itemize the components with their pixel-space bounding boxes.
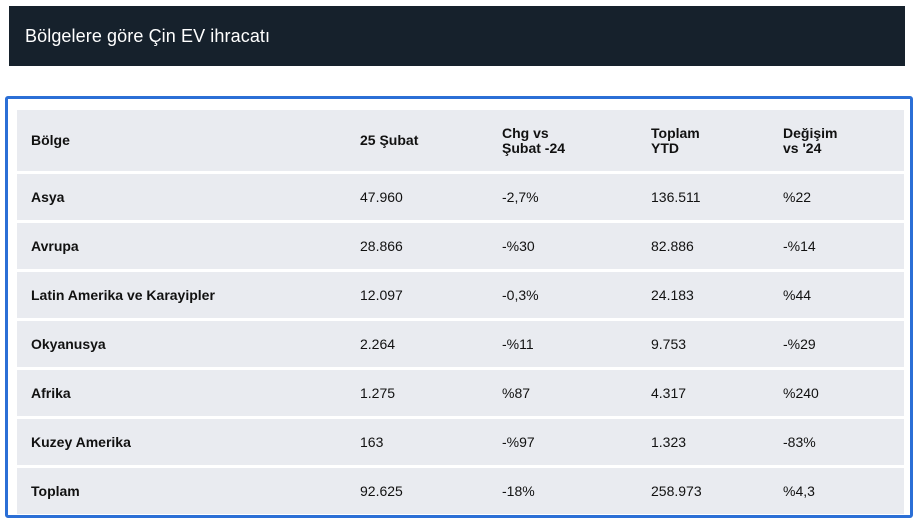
change-vs-feb-24-cell: -%97 <box>488 419 637 465</box>
total-ytd-cell: 82.886 <box>637 223 769 269</box>
region-cell: Okyanusya <box>17 321 346 367</box>
column-header-line: Şubat -24 <box>502 139 566 156</box>
table-row: Avrupa 28.866 -%30 82.886 -%14 <box>17 223 904 269</box>
change-vs-24-cell: %240 <box>769 370 904 416</box>
column-header-line: Toplam <box>651 124 700 141</box>
total-ytd-cell: 9.753 <box>637 321 769 367</box>
table-row: Kuzey Amerika 163 -%97 1.323 -83% <box>17 419 904 465</box>
region-cell: Afrika <box>17 370 346 416</box>
column-header-line: vs '24 <box>783 139 822 156</box>
total-ytd-cell: 136.511 <box>637 174 769 220</box>
total-ytd-cell: 4.317 <box>637 370 769 416</box>
table-header-row: Bölge 25 Şubat Chg vs Şubat -24 Toplam Y… <box>17 110 904 171</box>
table-row: Latin Amerika ve Karayipler 12.097 -0,3%… <box>17 272 904 318</box>
change-vs-24-cell: %4,3 <box>769 468 904 514</box>
column-header-change-vs-24: Değişim vs '24 <box>769 110 904 171</box>
feb-25-cell: 47.960 <box>346 174 488 220</box>
table-row-total: Toplam 92.625 -18% 258.973 %4,3 <box>17 468 904 514</box>
column-header-region: Bölge <box>17 110 346 171</box>
title-bar: Bölgelere göre Çin EV ihracatı <box>9 6 905 66</box>
table-container: Bölge 25 Şubat Chg vs Şubat -24 Toplam Y… <box>5 96 913 518</box>
region-cell: Kuzey Amerika <box>17 419 346 465</box>
feb-25-cell: 92.625 <box>346 468 488 514</box>
table-row: Okyanusya 2.264 -%11 9.753 -%29 <box>17 321 904 367</box>
column-header-total-ytd: Toplam YTD <box>637 110 769 171</box>
column-header-line: 25 Şubat <box>360 132 419 148</box>
change-vs-24-cell: %22 <box>769 174 904 220</box>
change-vs-feb-24-cell: -%30 <box>488 223 637 269</box>
column-header-feb-25: 25 Şubat <box>346 110 488 171</box>
ev-exports-table: Bölge 25 Şubat Chg vs Şubat -24 Toplam Y… <box>17 107 904 517</box>
total-ytd-cell: 24.183 <box>637 272 769 318</box>
feb-25-cell: 1.275 <box>346 370 488 416</box>
feb-25-cell: 2.264 <box>346 321 488 367</box>
change-vs-feb-24-cell: -%11 <box>488 321 637 367</box>
change-vs-feb-24-cell: %87 <box>488 370 637 416</box>
column-header-line: Değişim <box>783 124 838 141</box>
change-vs-feb-24-cell: -0,3% <box>488 272 637 318</box>
column-header-line: YTD <box>651 139 679 156</box>
feb-25-cell: 163 <box>346 419 488 465</box>
page-title: Bölgelere göre Çin EV ihracatı <box>25 26 271 46</box>
total-ytd-cell: 258.973 <box>637 468 769 514</box>
change-vs-feb-24-cell: -18% <box>488 468 637 514</box>
column-header-change-vs-feb-24: Chg vs Şubat -24 <box>488 110 637 171</box>
feb-25-cell: 12.097 <box>346 272 488 318</box>
change-vs-feb-24-cell: -2,7% <box>488 174 637 220</box>
column-header-line: Chg vs <box>502 124 549 141</box>
column-header-line: Bölge <box>31 132 70 148</box>
change-vs-24-cell: -%14 <box>769 223 904 269</box>
region-cell: Toplam <box>17 468 346 514</box>
change-vs-24-cell: -83% <box>769 419 904 465</box>
table-row: Asya 47.960 -2,7% 136.511 %22 <box>17 174 904 220</box>
region-cell: Avrupa <box>17 223 346 269</box>
total-ytd-cell: 1.323 <box>637 419 769 465</box>
region-cell: Asya <box>17 174 346 220</box>
table-row: Afrika 1.275 %87 4.317 %240 <box>17 370 904 416</box>
change-vs-24-cell: -%29 <box>769 321 904 367</box>
change-vs-24-cell: %44 <box>769 272 904 318</box>
region-cell: Latin Amerika ve Karayipler <box>17 272 346 318</box>
feb-25-cell: 28.866 <box>346 223 488 269</box>
